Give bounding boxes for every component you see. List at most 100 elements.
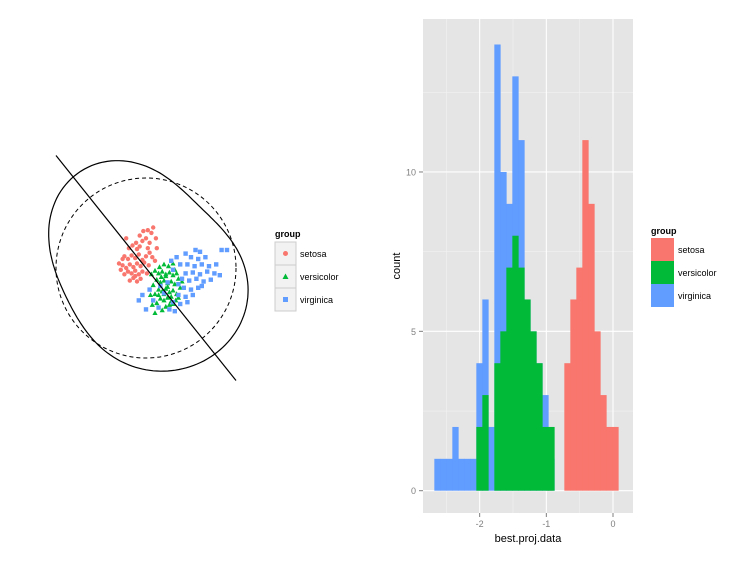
scatter-legend-marker-setosa (283, 251, 288, 256)
scatter-point-setosa (120, 263, 125, 268)
histogram-bar-setosa (564, 363, 571, 491)
scatter-point-versicolor (158, 274, 164, 279)
scatter-point-versicolor (175, 276, 181, 281)
scatter-legend-marker-virginica (283, 297, 288, 302)
scatter-point-virginica (172, 309, 177, 314)
histogram-bar-versicolor (476, 426, 483, 491)
scatter-point-virginica (161, 291, 167, 296)
scatter-point-setosa (134, 246, 140, 252)
scatter-point-setosa (116, 261, 122, 266)
scatter-point-versicolor (154, 300, 160, 306)
scatter-point-setosa (145, 246, 150, 251)
histogram-legend-title: group (651, 226, 677, 236)
histogram-bar-versicolor (542, 426, 549, 491)
scatter-point-virginica (179, 276, 185, 281)
scatter-point-virginica (136, 298, 141, 303)
scatter-point-setosa (137, 233, 142, 238)
scatter-point-versicolor (147, 292, 154, 297)
scatter-point-versicolor (157, 279, 163, 285)
scatter-point-setosa (146, 263, 151, 268)
scatter-point-versicolor (157, 295, 163, 301)
scatter-point-versicolor (156, 270, 162, 276)
histogram-bar-versicolor (494, 363, 501, 491)
scatter-point-virginica (170, 267, 176, 272)
histogram-bar-setosa (576, 267, 583, 491)
scatter-point-setosa (143, 236, 149, 241)
scatter-point-virginica (183, 271, 188, 276)
histogram-bar-setosa (600, 395, 607, 491)
scatter-point-versicolor (163, 303, 169, 309)
projection-scatter-plot (48, 155, 249, 381)
scatter-point-virginica (190, 292, 195, 298)
scatter-point-virginica (201, 279, 206, 284)
histogram-legend-key-setosa (651, 238, 674, 261)
y-tick-label: 10 (406, 167, 416, 177)
scatter-point-setosa (120, 256, 125, 262)
histogram-axes: 0 5 10 -2 -1 0 (406, 167, 616, 529)
scatter-point-virginica (199, 283, 204, 289)
x-tick-label: -1 (542, 519, 550, 529)
scatter-point-virginica (193, 247, 198, 253)
scatter-legend: group setosa versicolor virginica (274, 229, 339, 312)
x-tick-label: 0 (610, 519, 615, 529)
scatter-legend-label-versicolor: versicolor (300, 272, 339, 282)
histogram-bar-versicolor (524, 299, 531, 491)
scatter-point-virginica (185, 262, 190, 267)
histogram-x-axis-title: best.proj.data (495, 533, 563, 545)
histogram-bar-virginica (452, 426, 459, 491)
scatter-point-setosa (137, 244, 142, 249)
histogram-legend-label-virginica: virginica (678, 291, 711, 301)
histogram-bar-versicolor (530, 331, 537, 491)
histogram-legend-label-versicolor: versicolor (678, 268, 717, 278)
scatter-point-versicolor (152, 267, 158, 273)
scatter-point-setosa (143, 254, 149, 259)
scatter-point-virginica (219, 247, 224, 253)
scatter-point-virginica (214, 262, 219, 267)
scatter-point-setosa (131, 264, 136, 270)
scatter-point-setosa (118, 267, 124, 272)
scatter-point-virginica (156, 305, 161, 310)
scatter-point-versicolor (172, 281, 178, 287)
scatter-point-versicolor (161, 277, 167, 283)
histogram-bar-virginica (482, 299, 489, 491)
scatter-point-setosa (124, 265, 129, 271)
projection-density-contour (48, 160, 249, 372)
scatter-point-versicolor (165, 284, 171, 289)
scatter-point-versicolor (179, 278, 185, 284)
scatter-point-virginica (178, 262, 183, 267)
scatter-point-virginica (203, 255, 208, 260)
scatter-point-virginica (197, 272, 203, 277)
scatter-point-versicolor (152, 310, 158, 315)
scatter-point-versicolor (152, 291, 158, 297)
scatter-point-virginica (185, 300, 190, 305)
histogram-legend: group setosa versicolor virginica (651, 226, 717, 307)
histogram-bar-versicolor (500, 331, 507, 491)
scatter-point-versicolor (174, 270, 180, 276)
scatter-point-setosa (134, 261, 140, 266)
histogram-bar-versicolor (518, 267, 525, 491)
scatter-point-setosa (127, 262, 132, 267)
scatter-point-setosa (145, 228, 150, 233)
histogram-bar-setosa (582, 140, 589, 491)
histogram-plot: 0 5 10 -2 -1 0 best.proj.data count (391, 19, 633, 545)
scatter-point-versicolor (165, 263, 172, 269)
scatter-point-virginica (169, 258, 174, 263)
scatter-point-versicolor (149, 302, 155, 307)
scatter-point-setosa (125, 256, 131, 262)
histogram-y-axis-title: count (391, 253, 403, 280)
histogram-bar-setosa (594, 331, 601, 491)
scatter-point-setosa (129, 271, 134, 276)
scatter-point-versicolor (163, 273, 169, 279)
scatter-point-setosa (136, 252, 141, 257)
scatter-point-versicolor (156, 286, 162, 292)
scatter-point-versicolor (170, 260, 176, 266)
scatter-point-setosa (130, 243, 135, 248)
scatter-point-setosa (133, 255, 138, 261)
scatter-point-setosa (151, 225, 156, 230)
scatter-point-setosa (134, 279, 140, 284)
scatter-point-virginica (192, 264, 197, 269)
scatter-point-versicolor (159, 307, 165, 313)
histogram-bar-virginica (476, 363, 483, 491)
scatter-point-setosa (125, 269, 131, 274)
